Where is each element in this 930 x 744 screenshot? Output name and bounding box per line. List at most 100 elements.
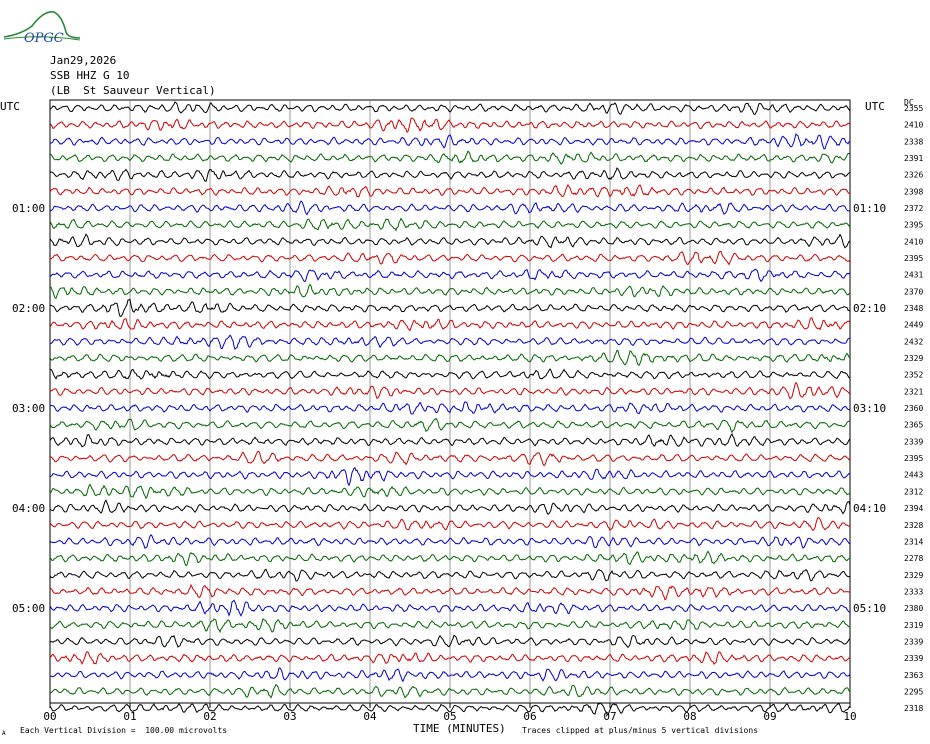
trace-line: [49, 450, 851, 467]
dc-offset-label: 2443: [904, 471, 923, 480]
dc-offset-label: 2329: [904, 354, 923, 363]
trace-line: [49, 417, 851, 434]
trace-line: [49, 517, 851, 532]
x-tick-label: 02: [203, 710, 216, 723]
x-tick-label: 10: [843, 710, 856, 723]
dc-offset-label: 2432: [904, 337, 923, 346]
trace-line: [49, 298, 851, 317]
dc-offset-label: 2449: [904, 321, 923, 330]
right-utc-label: UTC: [865, 100, 885, 113]
x-tick-label: 06: [523, 710, 536, 723]
trace-line: [49, 368, 851, 380]
trace-line: [49, 599, 851, 617]
dc-offset-label: 2326: [904, 171, 923, 180]
trace-line: [49, 667, 851, 683]
dc-offset-label: 2395: [904, 254, 923, 263]
footer-clip-note: Traces clipped at plus/minus 5 vertical …: [522, 726, 759, 735]
trace-line: [49, 101, 851, 115]
dc-offset-label: 2410: [904, 121, 923, 130]
corner-mark: A: [2, 730, 6, 737]
right-time-label: 04:10: [853, 502, 886, 515]
trace-line: [49, 283, 851, 299]
date-label: Jan29,2026: [50, 54, 117, 67]
left-time-label: 02:00: [12, 302, 45, 315]
dc-offset-label: 2352: [904, 371, 923, 380]
dc-offset-label: 2338: [904, 137, 923, 146]
dc-offset-label: 2321: [904, 387, 923, 396]
dc-offset-label: 2360: [904, 404, 923, 413]
x-tick-label: 01: [123, 710, 136, 723]
left-time-label: 04:00: [12, 502, 45, 515]
left-time-label: 05:00: [12, 602, 45, 615]
dc-offset-label: 2339: [904, 637, 923, 646]
trace-line: [49, 634, 851, 649]
dc-offset-label: 2395: [904, 454, 923, 463]
dc-label: DC: [904, 98, 914, 107]
x-tick-label: 07: [603, 710, 616, 723]
trace-line: [49, 483, 851, 500]
right-time-label: 02:10: [853, 302, 886, 315]
dc-offset-label: 2348: [904, 304, 923, 313]
dc-offset-label: 2410: [904, 237, 923, 246]
trace-line: [49, 233, 851, 249]
dc-offset-label: 2295: [904, 687, 923, 696]
trace-line: [49, 133, 851, 150]
trace-line: [49, 317, 851, 332]
dc-offset-label: 2328: [904, 521, 923, 530]
trace-line: [49, 617, 851, 634]
trace-line: [49, 117, 851, 134]
dc-offset-label: 2380: [904, 604, 923, 613]
dc-offset-label: 2363: [904, 671, 923, 680]
trace-line: [49, 268, 851, 283]
dc-offset-label: 2278: [904, 554, 923, 563]
x-tick-label: 08: [683, 710, 696, 723]
x-tick-label: 09: [763, 710, 776, 723]
dc-offset-label: 2398: [904, 187, 923, 196]
x-axis-label: TIME (MINUTES): [413, 722, 506, 735]
dc-offset-label: 2312: [904, 487, 923, 496]
trace-line: [49, 702, 851, 716]
logo-text: OPGC: [24, 31, 64, 44]
trace-line: [49, 183, 851, 198]
trace-line: [49, 651, 851, 665]
right-time-label: 01:10: [853, 202, 886, 215]
dc-offset-label: 2372: [904, 204, 923, 213]
left-utc-label: UTC: [0, 100, 20, 113]
trace-line: [49, 433, 851, 448]
left-time-label: 01:00: [12, 202, 45, 215]
trace-line: [49, 499, 851, 516]
opgc-logo: OPGC: [3, 10, 81, 44]
left-time-label: 03:00: [12, 402, 45, 415]
dc-offset-label: 2339: [904, 654, 923, 663]
trace-line: [49, 167, 851, 182]
dc-offset-label: 2365: [904, 421, 923, 430]
trace-line: [49, 534, 850, 549]
location-label: (LB St Sauveur Vertical): [50, 84, 216, 97]
trace-line: [49, 467, 851, 487]
trace-line: [49, 334, 851, 351]
dc-offset-label: 2370: [904, 287, 923, 296]
trace-line: [49, 550, 851, 567]
trace-line: [49, 200, 851, 216]
dc-offset-label: 2319: [904, 621, 923, 630]
trace-line: [49, 381, 851, 400]
dc-offset-label: 2431: [904, 271, 923, 280]
trace-line: [49, 349, 851, 366]
x-tick-label: 05: [443, 710, 456, 723]
trace-line: [49, 250, 851, 266]
x-tick-label: 03: [283, 710, 296, 723]
right-time-label: 05:10: [853, 602, 886, 615]
dc-offset-label: 2391: [904, 154, 923, 163]
dc-offset-label: 2394: [904, 504, 923, 513]
dc-offset-label: 2339: [904, 437, 923, 446]
x-tick-label: 04: [363, 710, 377, 723]
dc-offset-label: 2329: [904, 571, 923, 580]
trace-line: [49, 583, 851, 601]
footer-scale-note: Each Vertical Division = 100.00 microvol…: [20, 726, 228, 735]
dc-offset-label: 2355: [904, 104, 923, 113]
dc-offset-label: 2333: [904, 587, 923, 596]
dc-offset-label: 2395: [904, 221, 923, 230]
right-time-label: 03:10: [853, 402, 886, 415]
trace-line: [49, 683, 851, 699]
